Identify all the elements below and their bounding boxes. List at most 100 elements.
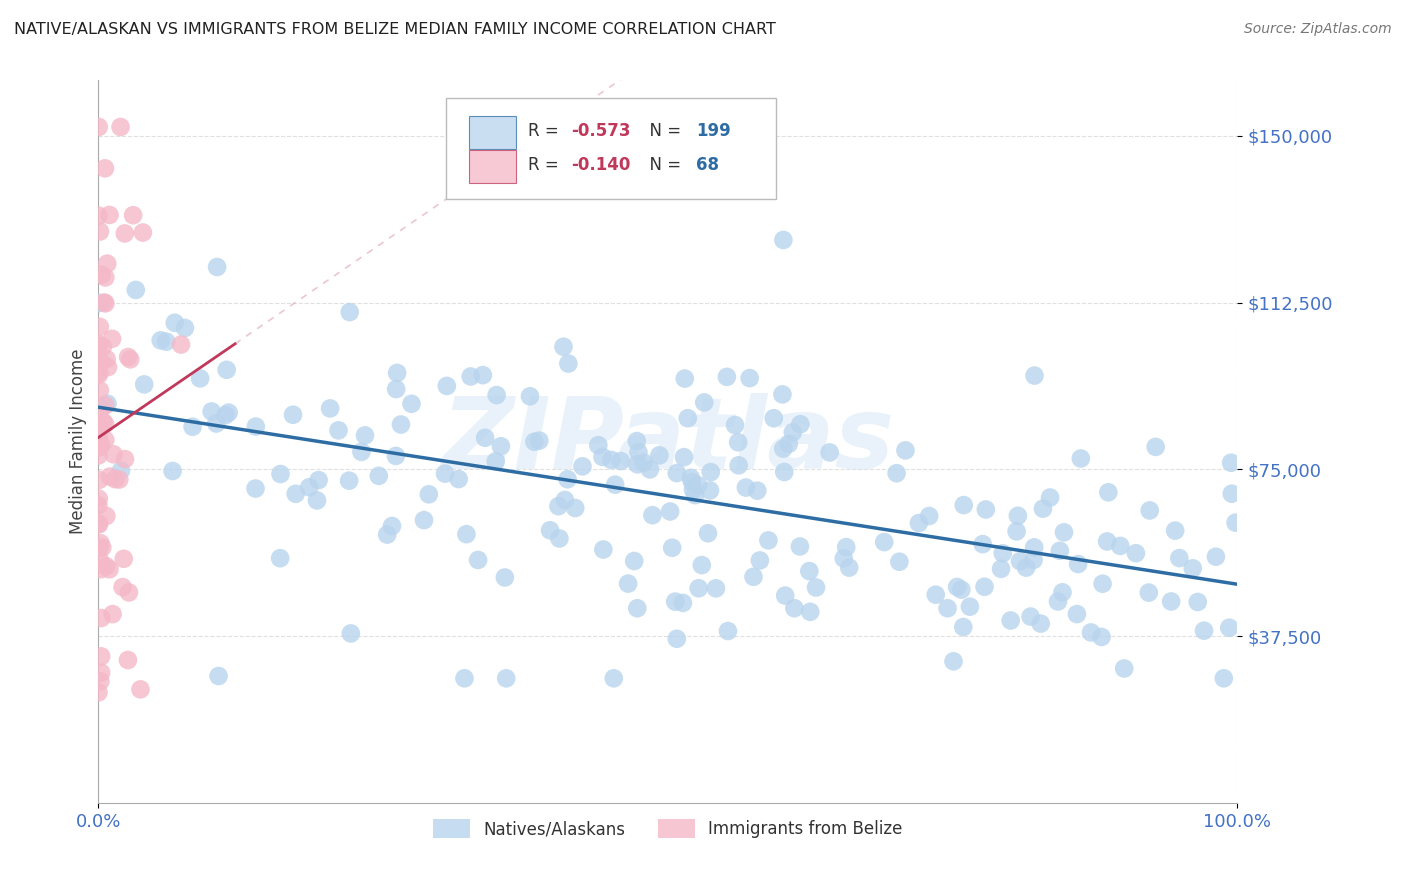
Point [108, 473, 131, 487]
Point [117, 350, 139, 364]
Text: R =: R = [527, 156, 564, 174]
Point [340, 626, 363, 640]
Point [1220, 456, 1243, 470]
Point [648, 448, 671, 462]
Point [89, 536, 111, 550]
Point [1049, 543, 1071, 558]
Point [942, 654, 965, 668]
Point [447, 472, 470, 486]
Point [918, 509, 941, 524]
Text: -0.140: -0.140 [571, 156, 630, 174]
Point [111, 580, 134, 594]
Point [385, 366, 408, 380]
Point [1024, 368, 1046, 383]
Point [557, 472, 579, 486]
Text: N =: N = [640, 156, 686, 174]
Point [676, 411, 699, 425]
Point [1007, 508, 1029, 523]
Point [1070, 451, 1092, 466]
Point [87, 449, 110, 463]
Point [758, 533, 780, 548]
Point [96, 508, 118, 523]
Point [112, 551, 135, 566]
Point [269, 551, 291, 566]
Point [89, 365, 111, 379]
Point [609, 454, 631, 468]
Point [89, 225, 111, 239]
Point [699, 483, 721, 498]
Point [328, 423, 350, 437]
Point [770, 387, 793, 401]
Point [835, 540, 858, 554]
Point [1212, 671, 1234, 685]
Point [838, 560, 860, 574]
Point [456, 527, 478, 541]
Point [553, 340, 575, 354]
Point [129, 682, 152, 697]
Point [664, 594, 686, 608]
Point [661, 541, 683, 555]
Point [110, 464, 132, 478]
Point [592, 450, 614, 464]
Point [783, 601, 806, 615]
Point [89, 440, 111, 454]
Point [772, 442, 794, 456]
Point [804, 581, 827, 595]
Point [120, 352, 142, 367]
Point [170, 337, 193, 351]
Point [894, 443, 917, 458]
Point [1220, 486, 1243, 500]
Point [87, 339, 110, 353]
Point [96, 397, 118, 411]
Point [627, 445, 650, 459]
Point [495, 671, 517, 685]
Point [471, 368, 494, 383]
Point [98, 562, 121, 576]
Point [936, 601, 959, 615]
Point [284, 487, 307, 501]
Point [748, 553, 770, 567]
Point [548, 532, 571, 546]
Point [87, 499, 110, 513]
Point [738, 371, 761, 385]
Text: N =: N = [640, 122, 686, 140]
Point [89, 384, 111, 398]
Point [889, 555, 911, 569]
Point [453, 671, 475, 685]
Point [716, 369, 738, 384]
Point [588, 438, 610, 452]
Point [972, 537, 994, 551]
Point [908, 516, 931, 530]
Point [89, 355, 111, 369]
Point [308, 473, 330, 487]
Point [305, 493, 328, 508]
Point [1019, 609, 1042, 624]
Point [93, 295, 115, 310]
Y-axis label: Median Family Income: Median Family Income [69, 349, 87, 534]
Point [873, 535, 896, 549]
Point [89, 319, 111, 334]
Point [688, 581, 710, 595]
Point [350, 445, 373, 459]
Point [617, 576, 640, 591]
Point [952, 498, 974, 512]
Point [91, 340, 114, 354]
Point [1032, 501, 1054, 516]
Point [832, 551, 855, 566]
Point [564, 501, 586, 516]
Point [925, 588, 948, 602]
Point [87, 516, 110, 531]
Point [1029, 616, 1052, 631]
Point [94, 559, 117, 574]
Point [1114, 661, 1136, 675]
Point [354, 428, 377, 442]
Point [773, 465, 796, 479]
Text: -0.573: -0.573 [571, 122, 630, 140]
Point [94, 296, 117, 310]
Point [90, 649, 112, 664]
Point [87, 209, 110, 223]
Point [554, 492, 576, 507]
Point [697, 526, 720, 541]
Point [201, 404, 224, 418]
Point [1125, 546, 1147, 560]
